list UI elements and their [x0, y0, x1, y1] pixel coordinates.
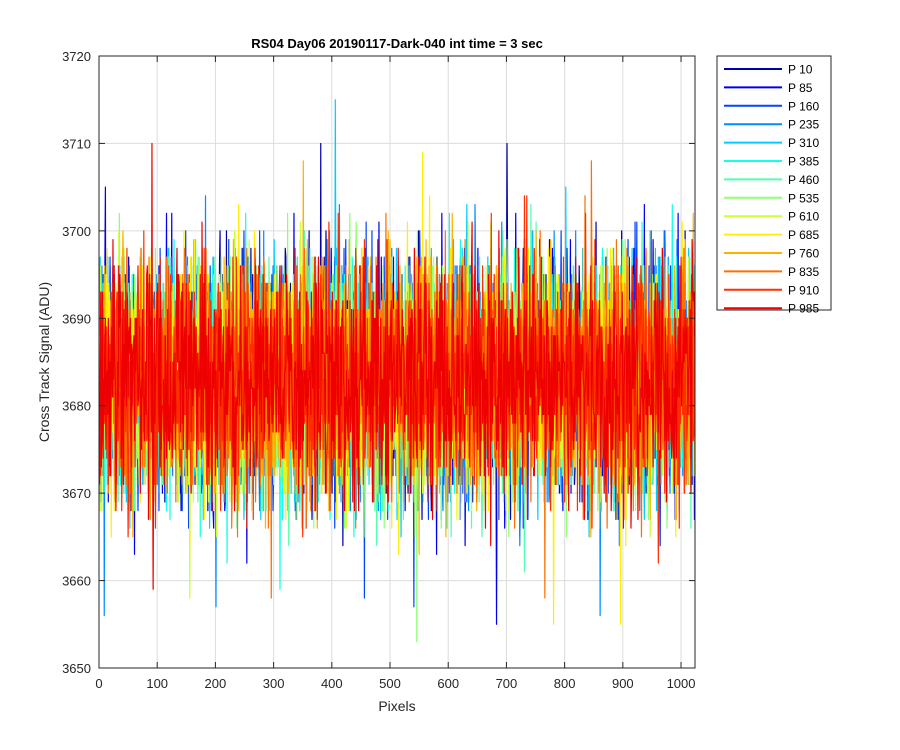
plot-axes-box [98, 55, 696, 669]
x-tick-label: 700 [496, 676, 518, 691]
legend-label: P 310 [788, 136, 819, 150]
x-tick-label: 0 [95, 676, 102, 691]
legend-label: P 235 [788, 118, 819, 132]
legend-label: P 835 [788, 265, 819, 279]
x-tick-label: 100 [146, 676, 168, 691]
legend-label: P 160 [788, 99, 819, 113]
x-tick-label: 800 [554, 676, 576, 691]
legend-label: P 985 [788, 302, 819, 316]
legend[interactable]: P 10 P 85 P 160 P 235 P 310 P 385 P 460 P 535 P … [716, 55, 832, 316]
y-axis-label: Cross Track Signal (ADU) [36, 282, 52, 442]
x-tick-label: 200 [205, 676, 227, 691]
series-line-p985 [99, 142, 695, 590]
x-tick-label: 900 [612, 676, 634, 691]
legend-label: P 535 [788, 191, 819, 205]
legend-items: P 10 P 85 P 160 P 235 P 310 P 385 P 460 P 535 P … [724, 63, 819, 316]
x-tick-label: 500 [379, 676, 401, 691]
x-tick-label: 600 [437, 676, 459, 691]
legend-label: P 385 [788, 155, 819, 169]
plot-series [99, 99, 695, 643]
x-tick-label: 1000 [667, 676, 696, 691]
y-tick-label: 3660 [62, 574, 91, 589]
x-axis-label: Pixels [378, 698, 415, 714]
x-tick-label: 400 [321, 676, 343, 691]
legend-label: P 760 [788, 247, 819, 261]
y-tick-label: 3710 [62, 136, 91, 151]
axis-ticks: 0 100 200 300 400 500 600 700 800 900 1000 3650 3660… [62, 49, 695, 691]
y-tick-label: 3650 [62, 661, 91, 676]
legend-label: P 910 [788, 283, 819, 297]
legend-label: P 10 [788, 63, 813, 77]
chart-title: RS04 Day06 20190117-Dark-040 int time = … [251, 36, 543, 51]
x-tick-label: 300 [263, 676, 285, 691]
legend-box [716, 55, 832, 311]
y-tick-label: 3700 [62, 224, 91, 239]
legend-label: P 460 [788, 173, 819, 187]
legend-label: P 610 [788, 210, 819, 224]
legend-label: P 685 [788, 228, 819, 242]
y-tick-label: 3690 [62, 311, 91, 326]
legend-label: P 85 [788, 81, 813, 95]
y-tick-label: 3680 [62, 399, 91, 414]
y-tick-label: 3720 [62, 49, 91, 64]
y-tick-label: 3670 [62, 486, 91, 501]
